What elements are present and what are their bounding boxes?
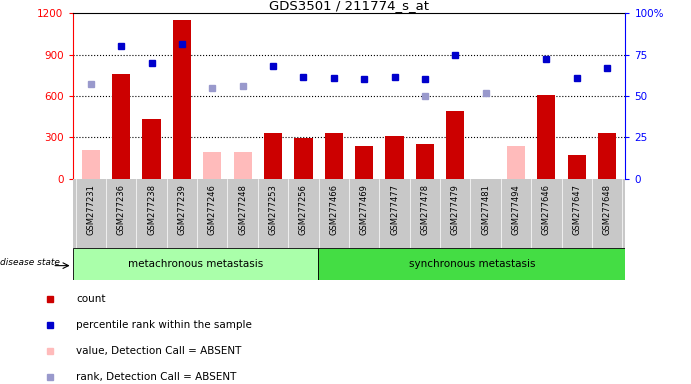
Text: metachronous metastasis: metachronous metastasis: [128, 259, 263, 269]
Bar: [112, 74, 131, 179]
Text: GSM277466: GSM277466: [330, 184, 339, 235]
Text: GSM277479: GSM277479: [451, 184, 460, 235]
Bar: [355, 146, 373, 179]
Text: synchronous metastasis: synchronous metastasis: [408, 259, 535, 269]
Text: disease state: disease state: [0, 258, 60, 267]
Bar: [294, 138, 312, 179]
Bar: [538, 94, 556, 179]
Text: GSM277248: GSM277248: [238, 184, 247, 235]
Bar: [386, 136, 404, 179]
Bar: [567, 155, 586, 179]
Bar: [173, 20, 191, 179]
Bar: [234, 152, 252, 179]
Text: percentile rank within the sample: percentile rank within the sample: [76, 320, 252, 330]
Text: GSM277481: GSM277481: [481, 184, 490, 235]
Text: GSM277647: GSM277647: [572, 184, 581, 235]
Title: GDS3501 / 211774_s_at: GDS3501 / 211774_s_at: [269, 0, 429, 12]
Text: GSM277648: GSM277648: [603, 184, 612, 235]
Bar: [416, 144, 434, 179]
Bar: [325, 133, 343, 179]
Bar: [73, 248, 319, 280]
Text: GSM277239: GSM277239: [178, 184, 187, 235]
Text: value, Detection Call = ABSENT: value, Detection Call = ABSENT: [76, 346, 242, 356]
Bar: [598, 133, 616, 179]
Text: GSM277477: GSM277477: [390, 184, 399, 235]
Text: GSM277246: GSM277246: [208, 184, 217, 235]
Text: GSM277478: GSM277478: [420, 184, 429, 235]
Text: rank, Detection Call = ABSENT: rank, Detection Call = ABSENT: [76, 372, 236, 382]
Text: GSM277256: GSM277256: [299, 184, 308, 235]
Bar: [319, 248, 625, 280]
Text: GSM277238: GSM277238: [147, 184, 156, 235]
Text: GSM277231: GSM277231: [86, 184, 95, 235]
Bar: [142, 119, 160, 179]
Text: GSM277236: GSM277236: [117, 184, 126, 235]
Text: count: count: [76, 294, 106, 304]
Bar: [203, 152, 221, 179]
Bar: [264, 133, 282, 179]
Bar: [446, 111, 464, 179]
Text: GSM277253: GSM277253: [269, 184, 278, 235]
Text: GSM277646: GSM277646: [542, 184, 551, 235]
Text: GSM277469: GSM277469: [359, 184, 368, 235]
Bar: [507, 146, 525, 179]
Bar: [82, 150, 100, 179]
Text: GSM277494: GSM277494: [511, 184, 520, 235]
